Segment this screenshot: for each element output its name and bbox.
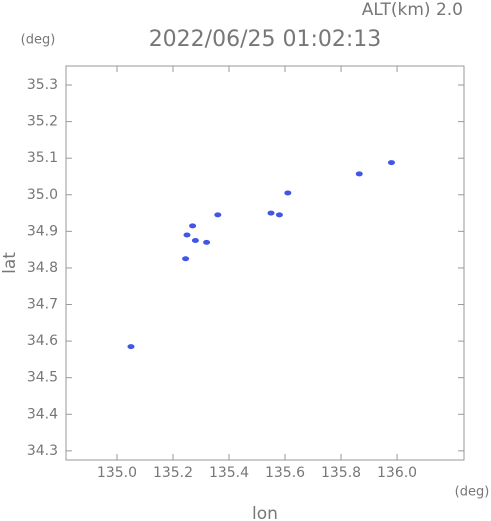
echo-point [203, 239, 211, 245]
echo-point [267, 210, 275, 216]
x-tick-label: 135.4 [209, 465, 249, 481]
plot-frame [65, 65, 465, 461]
x-axis-label: lon [252, 504, 278, 521]
y-tick-label: 35.3 [27, 77, 58, 93]
echo-point [191, 238, 199, 244]
y-tick-label: 34.5 [27, 370, 58, 386]
y-tick-label: 34.3 [27, 443, 58, 459]
echo-point [387, 160, 395, 166]
echo-point [214, 212, 222, 218]
echo-point [355, 171, 363, 177]
x-tick-label: 135.8 [321, 465, 361, 481]
y-tick-label: 34.6 [27, 333, 58, 349]
x-tick-label: 136.0 [377, 465, 417, 481]
x-tick-label: 135.6 [265, 465, 305, 481]
x-tick-label: 135.2 [153, 465, 193, 481]
y-tick-label: 34.9 [27, 223, 58, 239]
altitude-label: ALT(km) 2.0 [362, 0, 463, 20]
echo-point [183, 232, 191, 238]
y-unit: (deg) [21, 33, 56, 48]
echo-point [189, 223, 197, 229]
y-tick-label: 35.0 [27, 187, 58, 203]
y-tick-label: 34.7 [27, 297, 58, 313]
x-tick-label: 135.0 [97, 465, 137, 481]
echo-point [284, 190, 292, 196]
echo-point [182, 256, 190, 262]
y-tick-label: 34.4 [27, 406, 58, 422]
echo-point [275, 212, 283, 218]
echo-point [127, 344, 135, 350]
y-tick-label: 35.1 [27, 150, 58, 166]
chart-title: 2022/06/25 01:02:13 [149, 27, 382, 52]
y-tick-label: 34.8 [27, 260, 58, 276]
y-axis-label: lat [0, 252, 20, 274]
y-tick-label: 35.2 [27, 114, 58, 130]
x-unit: (deg) [455, 485, 490, 500]
